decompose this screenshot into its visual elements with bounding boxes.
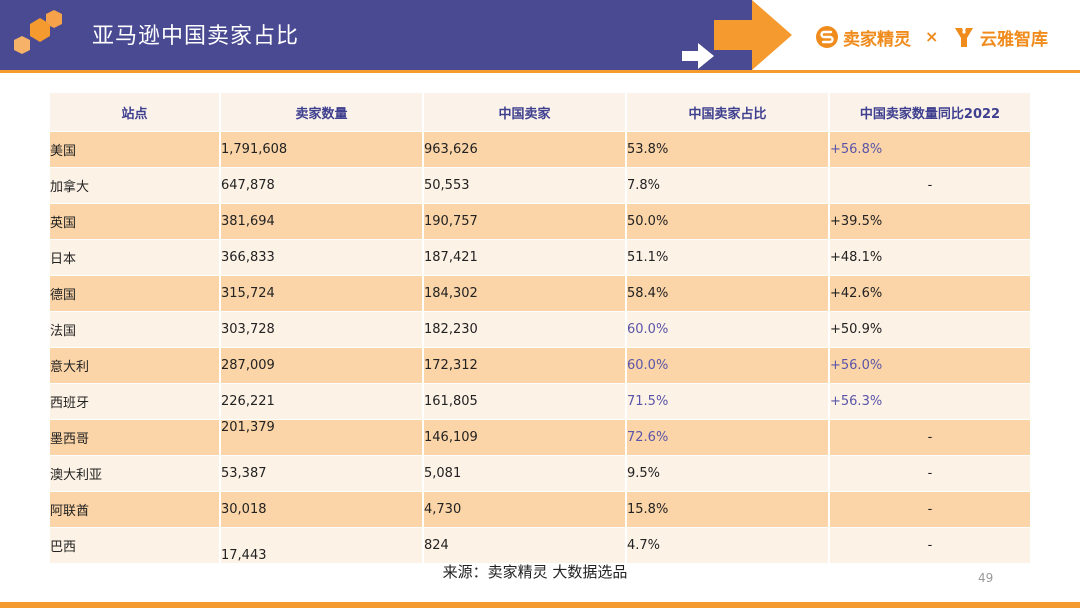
table-row: 阿联酋 30,018 4,730 15.8% -: [50, 491, 1030, 528]
source-note: 来源：卖家精灵 大数据选品: [442, 563, 628, 581]
cell-sellers: 226,221: [220, 383, 424, 420]
cell-cn-share: 60.0%: [626, 311, 830, 348]
cell-yoy: +56.0%: [829, 347, 1030, 384]
brand-sellersprite: 卖家精灵: [815, 24, 911, 50]
cell-sellers: 303,728: [220, 311, 424, 348]
cell-cn-share: 58.4%: [626, 275, 830, 312]
cell-yoy: -: [829, 167, 1030, 204]
table-row: 日本 366,833 187,421 51.1% +48.1%: [50, 239, 1030, 276]
cell-cn-sellers: 182,230: [423, 311, 627, 348]
cell-site: 墨西哥: [50, 419, 221, 456]
cell-site: 德国: [50, 275, 221, 312]
yunya-logo-icon: [955, 28, 973, 47]
cell-cn-sellers: 184,302: [423, 275, 627, 312]
cell-cn-sellers: 190,757: [423, 203, 627, 240]
sellersprite-logo-icon: [816, 26, 838, 48]
column-header-site: 站点: [50, 93, 221, 132]
cell-site: 阿联酋: [50, 491, 221, 528]
cell-yoy: +50.9%: [829, 311, 1030, 348]
cell-sellers: 366,833: [220, 239, 424, 276]
table-row: 墨西哥 201,379 146,109 72.6% -: [50, 419, 1030, 456]
footer-divider: [0, 602, 1080, 608]
page-number: 49: [978, 571, 994, 585]
cell-site: 日本: [50, 239, 221, 276]
cell-cn-sellers: 161,805: [423, 383, 627, 420]
cell-cn-sellers: 187,421: [423, 239, 627, 276]
table-row: 美国 1,791,608 963,626 53.8% +56.8%: [50, 131, 1030, 168]
cell-site: 英国: [50, 203, 221, 240]
cell-yoy: -: [829, 491, 1030, 528]
cell-cn-sellers: 4,730: [423, 491, 627, 528]
table-row: 澳大利亚 53,387 5,081 9.5% -: [50, 455, 1030, 492]
table-row: 西班牙 226,221 161,805 71.5% +56.3%: [50, 383, 1030, 420]
column-header-cn-share: 中国卖家占比: [626, 93, 830, 132]
cell-cn-share: 51.1%: [626, 239, 830, 276]
cell-cn-sellers: 146,109: [423, 419, 627, 456]
column-header-yoy: 中国卖家数量同比2022: [829, 93, 1030, 132]
cell-site: 意大利: [50, 347, 221, 384]
cell-sellers: 53,387: [220, 455, 424, 492]
brand-yunya: 云雅智库: [952, 24, 1048, 50]
cell-yoy: -: [829, 419, 1030, 456]
cell-cn-sellers: 50,553: [423, 167, 627, 204]
brand-left-label: 卖家精灵: [843, 29, 911, 50]
cell-yoy: +48.1%: [829, 239, 1030, 276]
cell-yoy: +39.5%: [829, 203, 1030, 240]
cell-site: 巴西: [50, 527, 221, 563]
seller-share-table: 站点 卖家数量 中国卖家 中国卖家占比 中国卖家数量同比2022 美国 1,79…: [50, 93, 1030, 563]
cell-sellers: 315,724: [220, 275, 424, 312]
table-row: 意大利 287,009 172,312 60.0% +56.0%: [50, 347, 1030, 384]
cell-sellers: 647,878: [220, 167, 424, 204]
cell-cn-sellers: 824: [423, 527, 627, 563]
cell-site: 澳大利亚: [50, 455, 221, 492]
table-row: 英国 381,694 190,757 50.0% +39.5%: [50, 203, 1030, 240]
cell-cn-share: 7.8%: [626, 167, 830, 204]
hexagon-logo-icon: [14, 10, 62, 54]
brand-separator: ×: [925, 27, 939, 46]
cell-cn-share: 15.8%: [626, 491, 830, 528]
cell-cn-share: 9.5%: [626, 455, 830, 492]
cell-cn-sellers: 172,312: [423, 347, 627, 384]
cell-cn-share: 60.0%: [626, 347, 830, 384]
cell-cn-share: 71.5%: [626, 383, 830, 420]
cell-cn-share: 4.7%: [626, 527, 830, 563]
cell-sellers: 381,694: [220, 203, 424, 240]
table-row: 巴西 17,443 824 4.7% -: [50, 527, 1030, 563]
cell-sellers: 30,018: [220, 491, 424, 528]
cell-cn-sellers: 5,081: [423, 455, 627, 492]
cell-site: 西班牙: [50, 383, 221, 420]
brand-right-label: 云雅智库: [980, 29, 1048, 50]
cell-sellers: 1,791,608: [220, 131, 424, 168]
cell-sellers: 17,443: [220, 527, 424, 563]
title-band: [0, 0, 752, 72]
cell-cn-share: 50.0%: [626, 203, 830, 240]
table-row: 加拿大 647,878 50,553 7.8% -: [50, 167, 1030, 204]
table-header-row: 站点 卖家数量 中国卖家 中国卖家占比 中国卖家数量同比2022: [50, 93, 1030, 132]
cell-cn-share: 72.6%: [626, 419, 830, 456]
cell-cn-share: 53.8%: [626, 131, 830, 168]
cell-yoy: -: [829, 455, 1030, 492]
table-row: 法国 303,728 182,230 60.0% +50.9%: [50, 311, 1030, 348]
column-header-cn-sellers: 中国卖家: [423, 93, 627, 132]
cell-yoy: +56.8%: [829, 131, 1030, 168]
cell-site: 法国: [50, 311, 221, 348]
cell-cn-sellers: 963,626: [423, 131, 627, 168]
white-arrow-icon: [682, 43, 714, 69]
table-row: 德国 315,724 184,302 58.4% +42.6%: [50, 275, 1030, 312]
cell-sellers: 201,379: [220, 419, 424, 456]
header-divider: [0, 70, 1080, 73]
column-header-sellers: 卖家数量: [220, 93, 424, 132]
cell-site: 加拿大: [50, 167, 221, 204]
page-title: 亚马逊中国卖家占比: [92, 24, 300, 49]
cell-yoy: -: [829, 527, 1030, 563]
orange-arrow-icon: [714, 0, 792, 70]
cell-sellers: 287,009: [220, 347, 424, 384]
cell-site: 美国: [50, 131, 221, 168]
cell-yoy: +42.6%: [829, 275, 1030, 312]
cell-yoy: +56.3%: [829, 383, 1030, 420]
slide-header: 亚马逊中国卖家占比 卖家精灵 × 云雅智库: [0, 0, 1080, 73]
